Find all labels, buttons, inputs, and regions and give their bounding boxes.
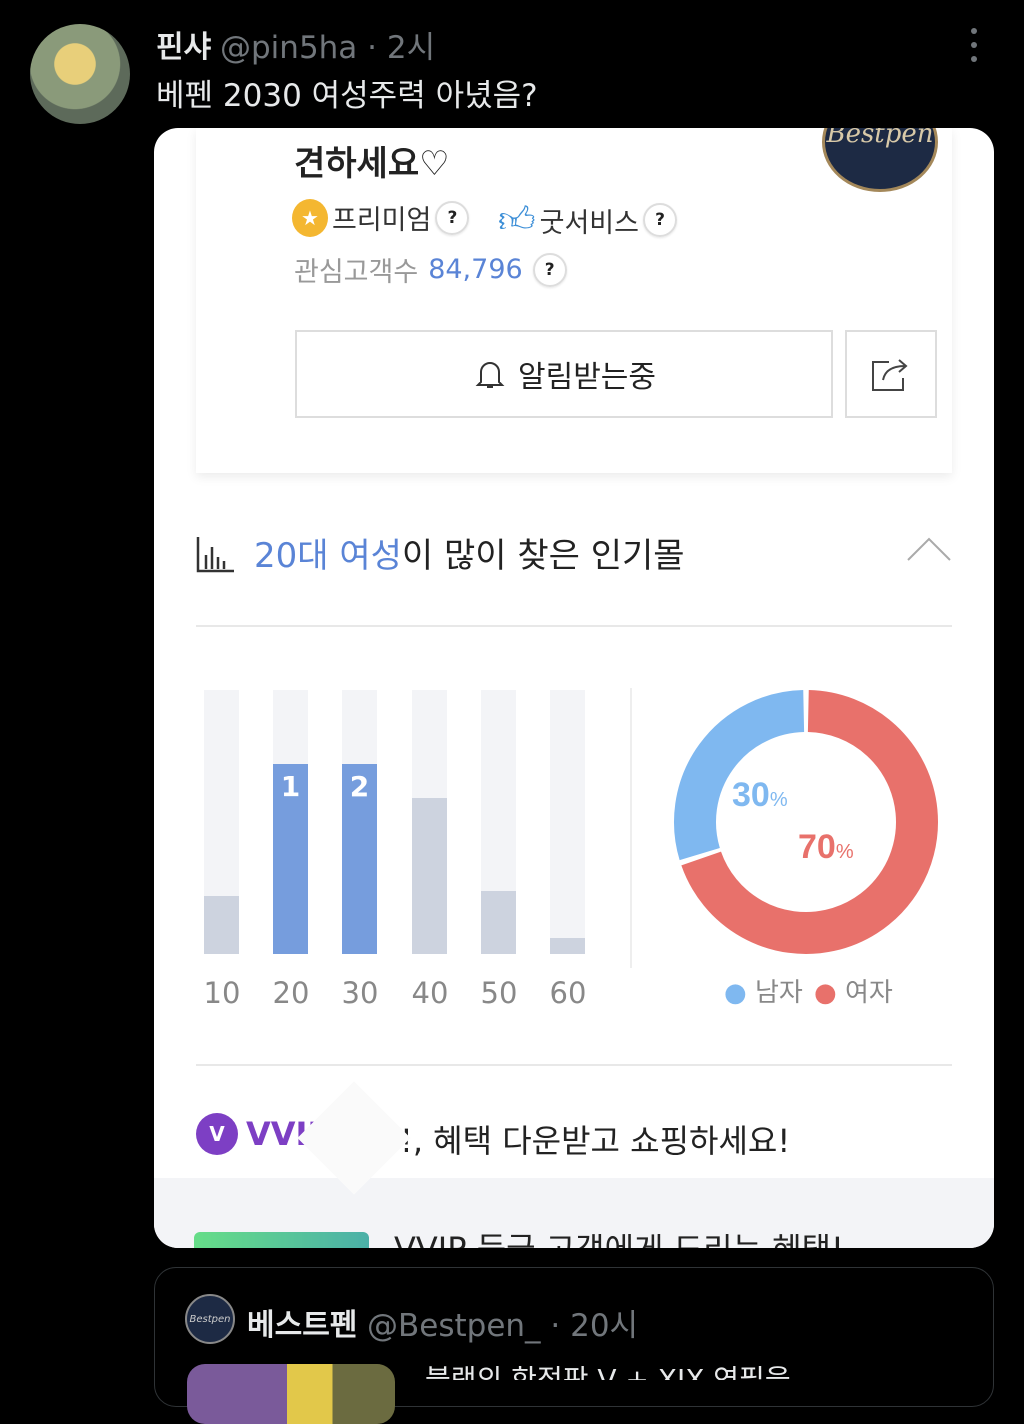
legend-female: ● 여자 (814, 978, 893, 1008)
x-tick-label: 20 (272, 976, 310, 1010)
legend-label: 여자 (844, 978, 893, 1008)
x-tick-label: 30 (341, 976, 379, 1010)
x-tick-label: 40 (411, 976, 449, 1010)
bar-track-30: 2 (342, 690, 377, 954)
x-tick-label: 50 (480, 976, 518, 1010)
green-banner (194, 1232, 369, 1248)
cut-off-text: VVIP 등급 고객에게 드리는 혜택! (394, 1234, 844, 1248)
bar-chart-icon (196, 536, 234, 572)
divider (196, 625, 952, 627)
bell-icon (475, 362, 505, 388)
vvip-banner-text: !, 혜택 다운받고 쇼핑하세요! (400, 1122, 791, 1160)
divider (196, 1064, 952, 1066)
quoted-text: 블랙의 한정판 V + XIX 연필을 (425, 1366, 791, 1380)
avatar[interactable] (30, 24, 130, 124)
bar-track-40 (412, 690, 447, 954)
section-header[interactable]: 20대 여성이 많이 찾은 인기몰 (196, 528, 952, 577)
bar-20: 1 (273, 763, 308, 954)
section-title: 이 많이 찾은 인기몰 (401, 536, 685, 576)
donut-slice-female (681, 690, 938, 954)
x-tick-label: 60 (549, 976, 587, 1010)
bar-30: 2 (342, 763, 377, 954)
thumbs-up-icon: 👍︎ (498, 200, 536, 241)
donut-unit: % (836, 841, 854, 863)
interest-count: 관심고객수 84,796 ? (294, 250, 567, 289)
badge-label: 굿서비스 (539, 207, 639, 239)
help-icon[interactable]: ? (532, 252, 567, 287)
bar-track-10 (204, 690, 239, 954)
tweet-text: 베펜 2030 여성주력 아녔음? (156, 78, 538, 114)
quoted-tweet[interactable]: Bestpen 베스트펜 @Bestpen_ · 20시 블랙의 한정판 V +… (154, 1267, 994, 1424)
shop-logo: Bestpen (822, 128, 938, 192)
quoted-author-name[interactable]: 베스트펜 (247, 1308, 358, 1343)
tweet-image[interactable]: Bestpen 견하세요♡ ★ 프리미엄 ? 👍︎ 굿서비스 ? 관심고객수 8… (154, 128, 994, 1248)
more-options-icon[interactable] (962, 28, 986, 62)
section-highlight: 20대 여성 (254, 536, 402, 576)
badge-good-service: 👍︎ 굿서비스 ? (498, 198, 677, 242)
bar-track-60 (550, 690, 585, 954)
quoted-handle-time[interactable]: @Bestpen_ · 20시 (367, 1308, 639, 1344)
x-tick-label: 10 (203, 976, 241, 1010)
share-icon (872, 359, 908, 391)
shop-title: 견하세요♡ (294, 144, 450, 184)
author-name[interactable]: 핀샤 (156, 30, 212, 65)
author-handle-time[interactable]: @pin5ha · 2시 (220, 30, 436, 66)
badge-premium: ★ 프리미엄 ? (292, 198, 470, 237)
donut-slice-male (674, 690, 805, 861)
legend-male: ● 남자 (724, 978, 803, 1008)
donut-label: 30% (732, 776, 788, 814)
bar-40 (412, 798, 447, 954)
donut-value: 30 (732, 776, 770, 814)
bar-50 (481, 890, 516, 954)
help-icon[interactable]: ? (643, 203, 677, 237)
quoted-media-thumbnail[interactable] (187, 1364, 395, 1424)
notification-button[interactable]: 알림받는중 (295, 330, 833, 418)
chevron-up-icon[interactable] (906, 536, 952, 562)
donut-unit: % (770, 789, 788, 811)
interest-label: 관심고객수 (294, 257, 419, 288)
quoted-avatar[interactable]: Bestpen (185, 1294, 235, 1344)
help-icon[interactable]: ? (435, 200, 470, 235)
donut-label: 70% (798, 828, 854, 866)
notification-label: 알림받는중 (518, 360, 656, 395)
medal-icon: ★ (292, 198, 328, 237)
donut-value: 70 (798, 828, 836, 866)
bar-60 (550, 938, 585, 954)
vvip-icon: V (196, 1113, 238, 1155)
bar-10 (204, 895, 239, 954)
shop-info-box: Bestpen 견하세요♡ ★ 프리미엄 ? 👍︎ 굿서비스 ? 관심고객수 8… (196, 128, 952, 473)
bar-track-50 (481, 690, 516, 954)
share-button[interactable] (845, 330, 937, 418)
legend-label: 남자 (754, 978, 803, 1008)
gender-donut-chart: 30%70% (674, 690, 938, 954)
bar-track-20: 1 (273, 690, 308, 954)
badge-label: 프리미엄 (332, 205, 432, 236)
chart-divider (630, 688, 632, 968)
interest-value: 84,796 (428, 254, 523, 285)
